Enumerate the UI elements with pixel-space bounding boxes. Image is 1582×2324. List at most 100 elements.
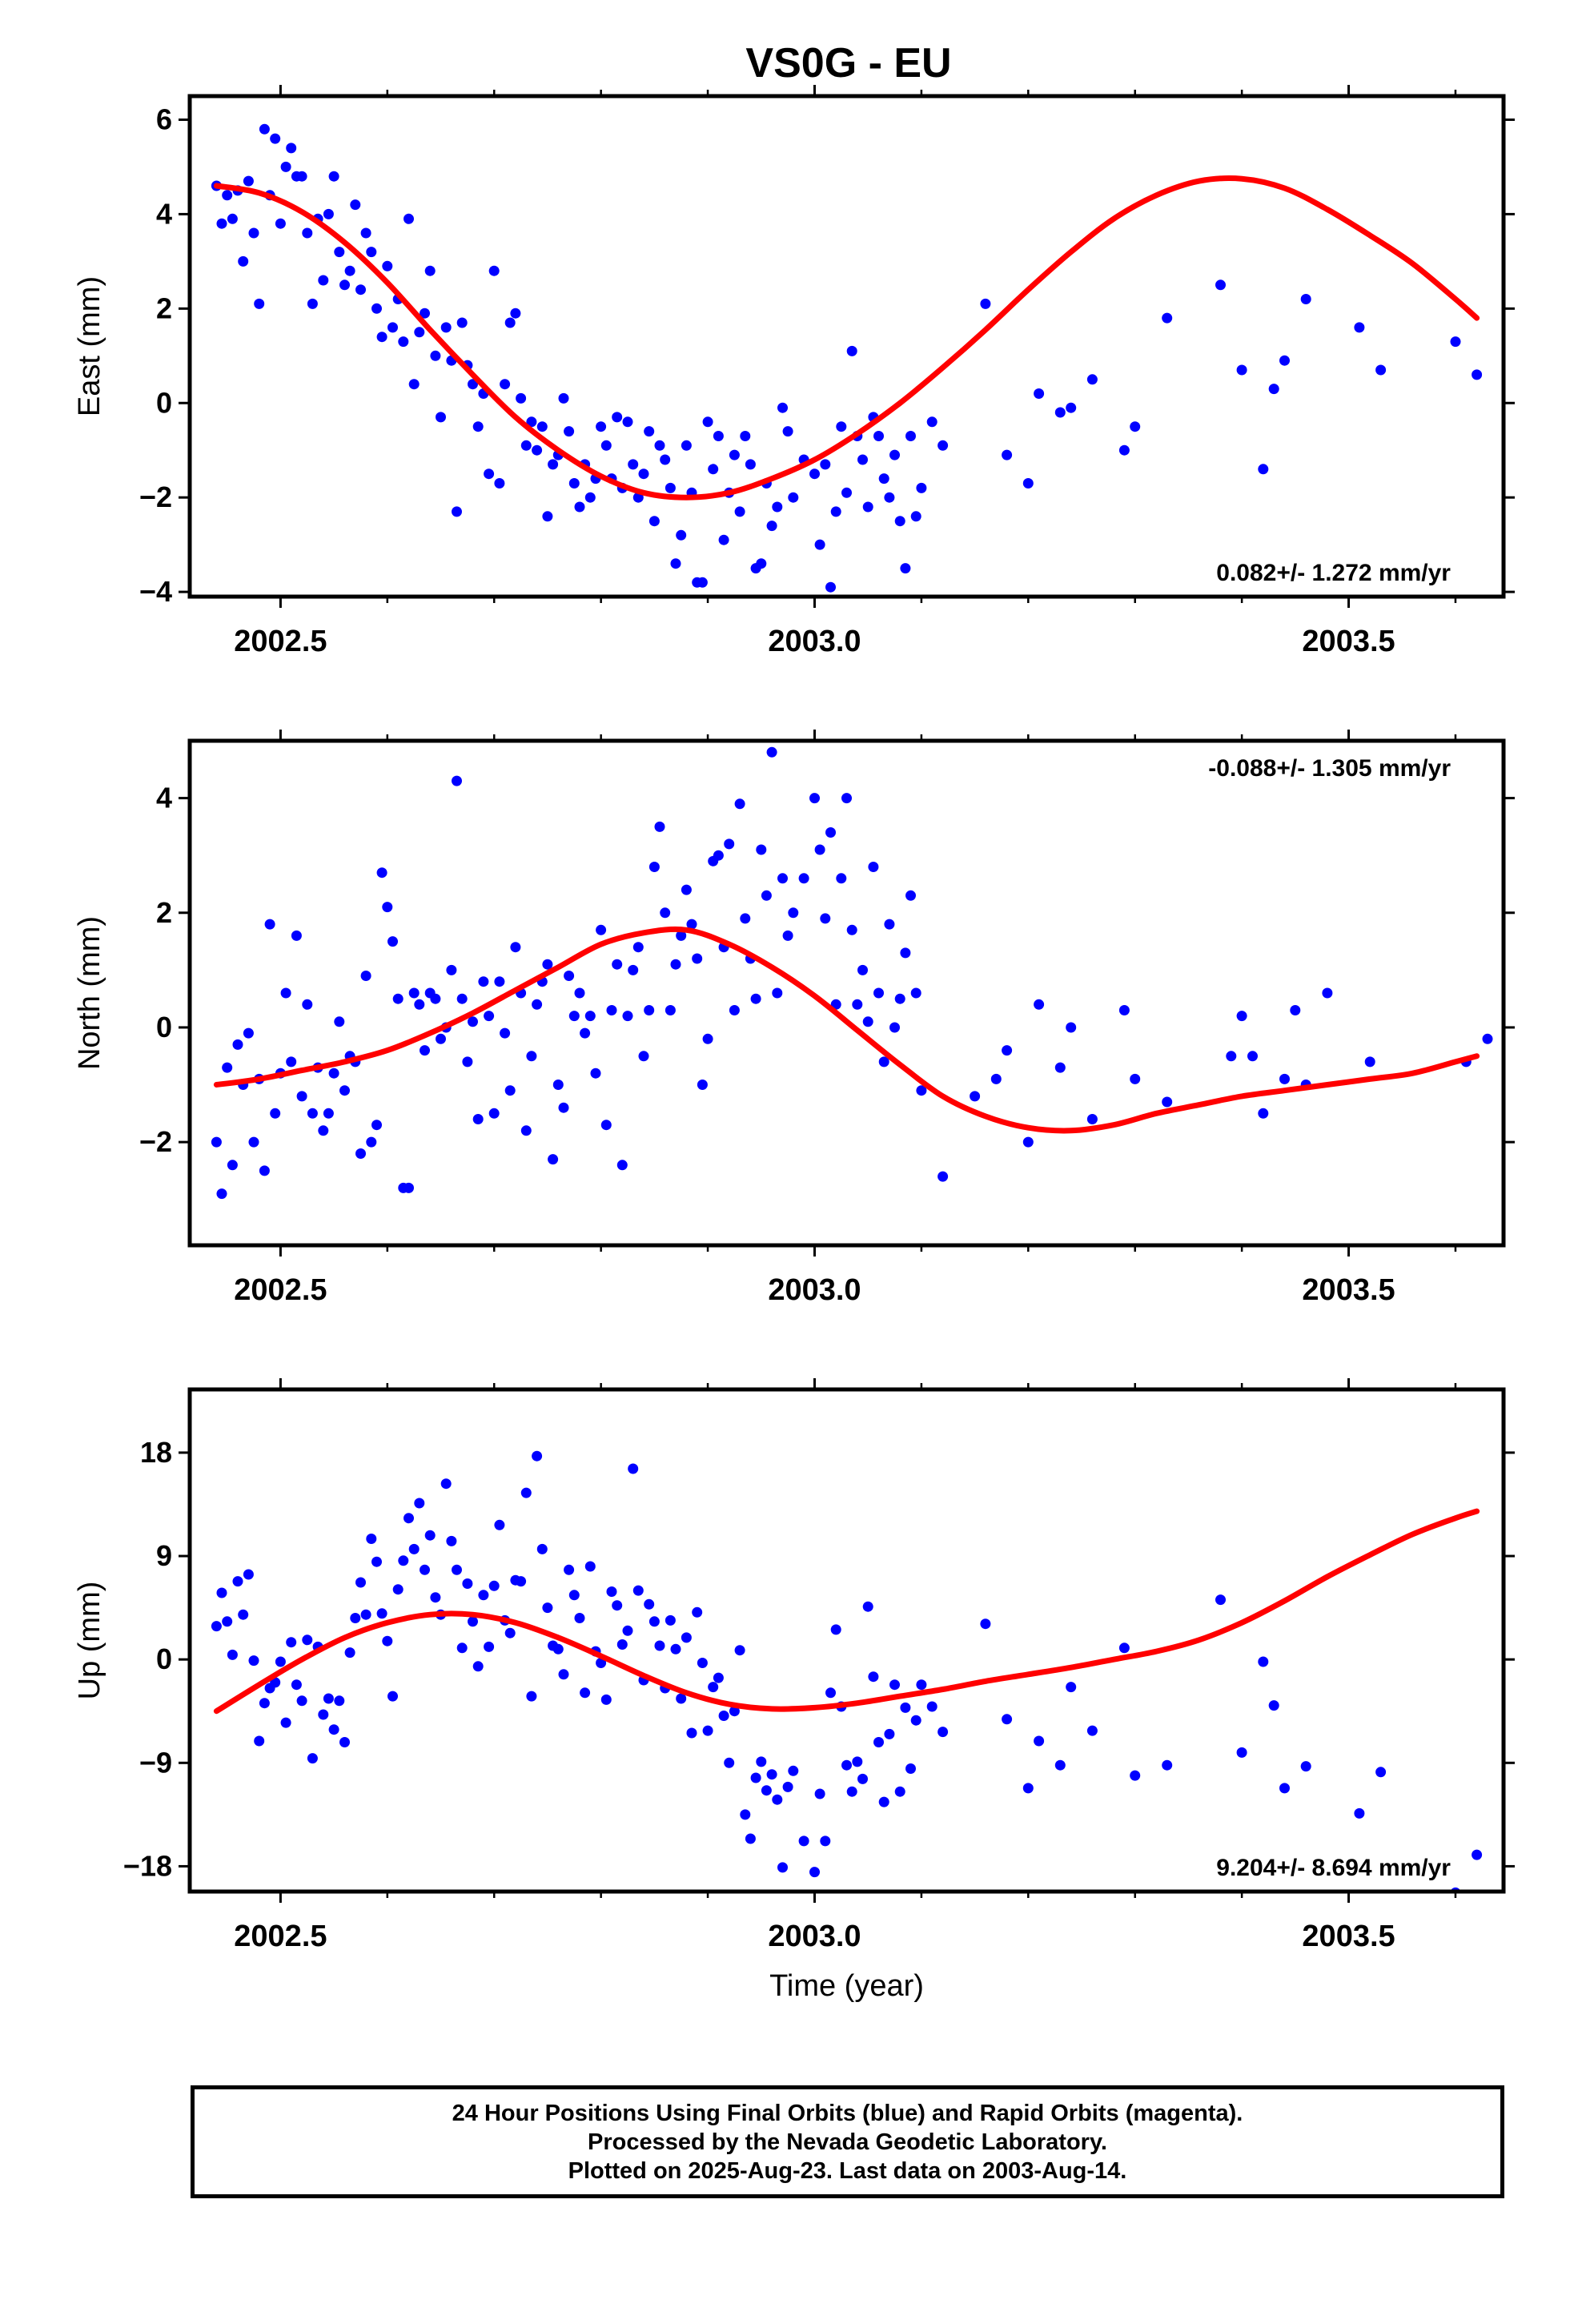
east-data-point xyxy=(1034,388,1045,399)
north-data-point xyxy=(846,924,857,935)
east-data-point xyxy=(734,506,745,517)
up-data-point xyxy=(472,1661,484,1672)
up-data-point xyxy=(344,1647,355,1659)
north-data-point xyxy=(644,1005,655,1015)
up-data-point xyxy=(734,1645,745,1656)
east-data-point xyxy=(836,421,847,432)
north-data-point xyxy=(436,1033,446,1044)
up-data-point xyxy=(452,1564,462,1575)
north-data-point xyxy=(1364,1056,1375,1068)
north-data-point xyxy=(216,1188,227,1200)
east-y-axis-label: East (mm) xyxy=(73,276,106,416)
east-data-point xyxy=(516,392,527,404)
up-data-point xyxy=(686,1727,697,1739)
north-xtick-label: 2003.5 xyxy=(1302,1273,1395,1307)
north-data-point xyxy=(884,919,895,930)
east-data-point xyxy=(702,416,713,428)
north-data-point xyxy=(970,1091,981,1102)
east-data-point xyxy=(1354,322,1365,333)
east-data-point xyxy=(766,521,777,532)
up-data-point xyxy=(1472,1849,1483,1860)
north-data-point xyxy=(820,913,831,924)
north-ytick-label: 0 xyxy=(156,1011,172,1043)
east-data-point xyxy=(334,247,345,258)
up-data-point xyxy=(243,1569,254,1580)
up-data-point xyxy=(841,1759,852,1771)
north-data-point xyxy=(777,873,788,884)
east-data-point xyxy=(830,506,841,517)
north-data-point xyxy=(670,959,681,970)
north-data-point xyxy=(1054,1062,1066,1073)
north-fit-line xyxy=(213,926,1480,1134)
east-data-point xyxy=(644,426,655,437)
up-data-point xyxy=(1215,1594,1226,1606)
up-data-point xyxy=(654,1640,665,1651)
up-data-point xyxy=(702,1725,713,1736)
north-data-point xyxy=(456,993,468,1004)
up-data-point xyxy=(692,1606,703,1618)
up-data-point xyxy=(777,1862,788,1873)
north-data-point xyxy=(532,999,543,1010)
east-fit-line xyxy=(213,175,1480,501)
up-ytick-label: 18 xyxy=(140,1436,172,1469)
north-data-point xyxy=(648,862,660,872)
up-data-point xyxy=(387,1691,398,1702)
north-data-point xyxy=(750,993,761,1004)
north-data-point xyxy=(564,971,575,981)
north-data-point xyxy=(1002,1045,1013,1056)
north-data-point xyxy=(568,1011,580,1022)
up-frame xyxy=(187,1387,1506,1894)
up-xtick-label: 2002.5 xyxy=(234,1920,327,1953)
north-data-point xyxy=(318,1125,329,1136)
up-data-point xyxy=(280,1717,291,1728)
panel-east: −4 −2 0 2 4 6 2002.5 2003.0 2003.5 East (mm) 0.082… xyxy=(73,85,1515,658)
east-data-point xyxy=(894,516,905,527)
north-data-point xyxy=(1066,1022,1077,1033)
east-ytick-label: 0 xyxy=(156,386,172,419)
up-data-point xyxy=(382,1635,393,1647)
up-data-point xyxy=(484,1641,495,1652)
east-data-point xyxy=(713,431,724,441)
east-data-point xyxy=(259,123,270,135)
east-data-point xyxy=(697,577,708,588)
north-data-point xyxy=(500,1027,511,1039)
north-data-point xyxy=(1290,1005,1301,1015)
north-data-point xyxy=(686,919,697,930)
up-data-point xyxy=(681,1632,692,1643)
north-data-point xyxy=(307,1108,318,1119)
north-data-layer xyxy=(211,746,1493,1200)
east-data-point xyxy=(1130,421,1141,432)
east-data-point xyxy=(360,227,371,239)
footer-line-processed: Processed by the Nevada Geodetic Laborat… xyxy=(588,2129,1107,2155)
east-data-point xyxy=(404,213,414,224)
up-data-point xyxy=(868,1671,879,1683)
east-data-point xyxy=(1300,294,1311,304)
north-data-point xyxy=(628,964,639,975)
north-data-point xyxy=(862,1016,873,1027)
east-data-point xyxy=(243,175,254,187)
north-data-point xyxy=(596,924,607,935)
north-data-point xyxy=(430,993,441,1004)
north-data-point xyxy=(692,953,703,964)
north-data-point xyxy=(761,890,772,901)
east-data-point xyxy=(323,208,334,219)
up-data-point xyxy=(1118,1642,1130,1654)
up-data-point xyxy=(360,1609,371,1620)
up-x-axis-label: Time (year) xyxy=(769,1969,924,2003)
up-data-point xyxy=(852,1756,863,1767)
up-data-point xyxy=(291,1679,302,1691)
north-data-point xyxy=(558,1102,569,1113)
up-data-point xyxy=(296,1695,307,1707)
east-data-point xyxy=(1258,464,1269,475)
up-data-point xyxy=(1022,1783,1034,1794)
up-data-point xyxy=(894,1786,905,1797)
east-data-point xyxy=(564,426,575,437)
north-data-point xyxy=(900,947,911,959)
east-data-point xyxy=(676,529,687,541)
east-data-point xyxy=(456,317,468,328)
east-data-point xyxy=(504,317,516,328)
north-data-point xyxy=(798,873,809,884)
east-data-point xyxy=(718,534,729,545)
north-data-point xyxy=(878,1056,889,1068)
up-data-point xyxy=(408,1543,420,1554)
